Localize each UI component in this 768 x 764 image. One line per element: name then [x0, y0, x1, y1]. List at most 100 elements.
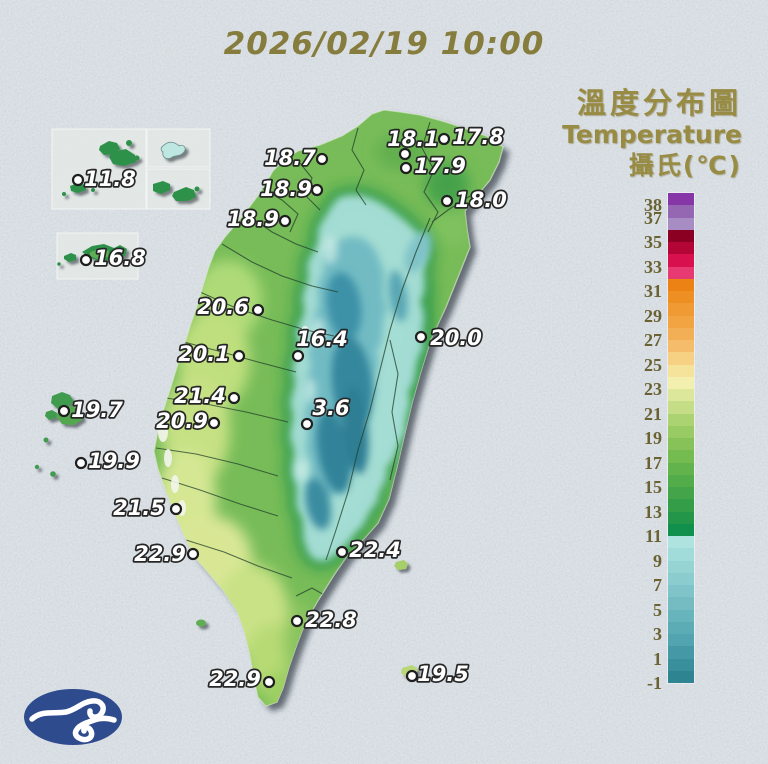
temperature-colorbar	[668, 193, 694, 683]
colorbar-segment	[668, 229, 694, 242]
station-temperature-label: 21.5	[113, 496, 165, 520]
colorbar-segment	[668, 327, 694, 340]
colorbar-segment	[668, 401, 694, 414]
station-dot	[414, 330, 428, 344]
colorbar-segment	[668, 560, 694, 573]
legend-unit: 攝氏(℃)	[628, 151, 742, 180]
colorbar-segment	[668, 364, 694, 377]
colorbar-segment	[668, 621, 694, 634]
station-temperature-label: 11.8	[84, 167, 136, 191]
station-dot	[300, 417, 314, 431]
colorbar-segment	[668, 658, 694, 671]
station-dot	[310, 183, 324, 197]
colorbar-segment	[668, 340, 694, 353]
station-temperature-label: 21.4	[174, 384, 226, 408]
station-dot	[57, 404, 71, 418]
station-dot	[79, 253, 93, 267]
colorbar-segment	[668, 670, 694, 683]
colorbar-segment	[668, 487, 694, 500]
legend-title-zh: 溫度分布圖	[576, 86, 742, 120]
penghu-islands	[34, 392, 83, 477]
station-dot	[405, 669, 419, 683]
station-dot	[71, 173, 85, 187]
colorbar-segment	[668, 217, 694, 230]
station-dot	[291, 349, 305, 363]
colorbar-segment	[668, 597, 694, 610]
colorbar-segment	[668, 634, 694, 647]
station-dot	[315, 152, 329, 166]
colorbar-segment	[668, 266, 694, 279]
dongyin-island	[160, 141, 186, 160]
colorbar-segment	[668, 425, 694, 438]
station-temperature-label: 19.5	[417, 662, 469, 686]
colorbar-segment	[668, 536, 694, 549]
station-dot	[262, 675, 276, 689]
station-temperature-label: 22.4	[349, 538, 401, 562]
station-temperature-label: 20.6	[197, 295, 249, 319]
station-temperature-label: 20.9	[156, 409, 208, 433]
station-temperature-label: 17.9	[414, 154, 466, 178]
station-dot	[207, 416, 221, 430]
colorbar-segment	[668, 499, 694, 512]
station-temperature-label: 16.8	[94, 246, 146, 270]
colorbar-segment	[668, 474, 694, 487]
mountain-range	[290, 194, 432, 562]
station-temperature-label: 19.9	[88, 449, 140, 473]
station-dot	[399, 161, 413, 175]
colorbar-segment	[668, 315, 694, 328]
colorbar-segment	[668, 413, 694, 426]
colorbar-segment	[668, 193, 694, 206]
station-dot	[335, 545, 349, 559]
matsu-islands	[62, 140, 140, 196]
islet-inset-islands	[153, 181, 200, 201]
station-temperature-label: 22.9	[134, 542, 186, 566]
colorbar-segment	[668, 511, 694, 524]
station-dot	[186, 547, 200, 561]
colorbar-segment	[668, 585, 694, 598]
station-dot	[74, 456, 88, 470]
legend: 溫度分布圖 Temperature 攝氏(℃)	[562, 86, 742, 182]
station-dot	[440, 194, 454, 208]
station-dot	[290, 614, 304, 628]
station-dots-layer	[57, 132, 454, 689]
station-temperature-label: 18.0	[455, 188, 507, 212]
station-dot	[169, 502, 183, 516]
station-temperature-label: 18.1	[387, 127, 439, 151]
colorbar-segment	[668, 450, 694, 463]
colorbar-segment	[668, 205, 694, 218]
colorbar-segment	[668, 389, 694, 402]
station-temperature-label: 18.9	[227, 207, 279, 231]
colorbar-segment	[668, 609, 694, 622]
station-dot	[278, 214, 292, 228]
colorbar-segment	[668, 548, 694, 561]
colorbar-segment	[668, 278, 694, 291]
colorbar-segment	[668, 291, 694, 304]
colorbar-segment	[668, 523, 694, 536]
station-temperature-label: 22.8	[305, 608, 357, 632]
colorbar-segment	[668, 646, 694, 659]
colorbar-segment	[668, 572, 694, 585]
station-labels-layer: 18.1 17.8 17.9 18.7 18.9 18.0 18.9 11.8 16.8 20.6…	[69, 123, 508, 692]
colorbar-segment	[668, 376, 694, 389]
legend-title-en: Temperature	[562, 120, 742, 149]
station-temperature-label: 22.9	[209, 667, 261, 691]
station-temperature-label: 16.4	[296, 327, 348, 351]
station-dot	[398, 147, 412, 161]
station-dot	[227, 391, 241, 405]
station-temperature-label: 18.9	[260, 177, 312, 201]
station-temperature-label: 20.1	[178, 342, 230, 366]
station-temperature-label: 3.6	[312, 396, 349, 420]
cwb-logo	[24, 689, 122, 745]
kinmen-islands	[57, 244, 127, 266]
map-datetime-title: 2026/02/19 10:00	[223, 26, 545, 62]
colorbar-segment	[668, 242, 694, 255]
colorbar-segment	[668, 303, 694, 316]
colorbar-segment	[668, 352, 694, 365]
station-dot	[251, 303, 265, 317]
cloud-swirl-icon	[29, 698, 117, 743]
green-island	[394, 560, 408, 570]
station-dot	[437, 132, 451, 146]
colorbar-segment	[668, 462, 694, 475]
